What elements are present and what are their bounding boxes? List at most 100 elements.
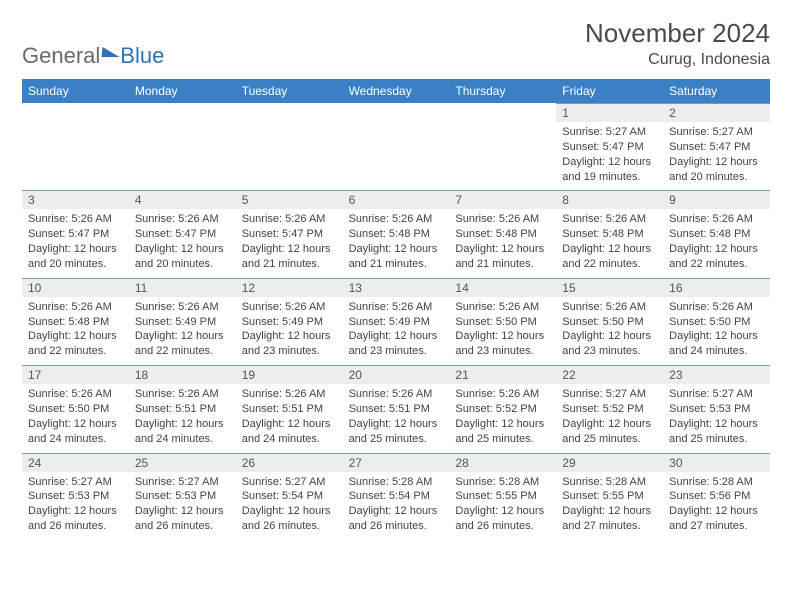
sunrise-text: Sunrise: 5:26 AM [242, 300, 337, 315]
day-number: 17 [22, 366, 129, 384]
day-detail: Sunrise: 5:27 AMSunset: 5:47 PMDaylight:… [663, 122, 770, 190]
sunrise-text: Sunrise: 5:28 AM [562, 475, 657, 490]
sunset-text: Sunset: 5:53 PM [135, 489, 230, 504]
day-cell: 3Sunrise: 5:26 AMSunset: 5:47 PMDaylight… [22, 190, 129, 277]
day-detail: Sunrise: 5:26 AMSunset: 5:48 PMDaylight:… [449, 209, 556, 277]
day-number: 14 [449, 279, 556, 297]
weekday-header: SundayMondayTuesdayWednesdayThursdayFrid… [22, 79, 770, 103]
sunset-text: Sunset: 5:52 PM [455, 402, 550, 417]
day-cell: 8Sunrise: 5:26 AMSunset: 5:48 PMDaylight… [556, 190, 663, 277]
daylight-text: Daylight: 12 hours and 22 minutes. [669, 242, 764, 272]
day-detail: Sunrise: 5:26 AMSunset: 5:47 PMDaylight:… [129, 209, 236, 277]
day-detail: Sunrise: 5:27 AMSunset: 5:53 PMDaylight:… [663, 384, 770, 452]
weekday-label: Sunday [22, 79, 129, 103]
day-detail: Sunrise: 5:28 AMSunset: 5:56 PMDaylight:… [663, 472, 770, 540]
day-cell: 11Sunrise: 5:26 AMSunset: 5:49 PMDayligh… [129, 278, 236, 365]
empty-cell [449, 103, 556, 190]
sunset-text: Sunset: 5:47 PM [135, 227, 230, 242]
daylight-text: Daylight: 12 hours and 24 minutes. [135, 417, 230, 447]
daylight-text: Daylight: 12 hours and 21 minutes. [455, 242, 550, 272]
sunrise-text: Sunrise: 5:28 AM [349, 475, 444, 490]
calendar-page: General Blue November 2024 Curug, Indone… [0, 0, 792, 550]
day-cell: 19Sunrise: 5:26 AMSunset: 5:51 PMDayligh… [236, 365, 343, 452]
sunrise-text: Sunrise: 5:26 AM [562, 212, 657, 227]
day-detail: Sunrise: 5:28 AMSunset: 5:54 PMDaylight:… [343, 472, 450, 540]
day-number: 5 [236, 191, 343, 209]
day-cell: 16Sunrise: 5:26 AMSunset: 5:50 PMDayligh… [663, 278, 770, 365]
sunrise-text: Sunrise: 5:27 AM [669, 387, 764, 402]
sunset-text: Sunset: 5:54 PM [349, 489, 444, 504]
day-detail: Sunrise: 5:26 AMSunset: 5:50 PMDaylight:… [449, 297, 556, 365]
day-detail: Sunrise: 5:26 AMSunset: 5:50 PMDaylight:… [22, 384, 129, 452]
day-cell: 12Sunrise: 5:26 AMSunset: 5:49 PMDayligh… [236, 278, 343, 365]
day-cell: 13Sunrise: 5:26 AMSunset: 5:49 PMDayligh… [343, 278, 450, 365]
sunset-text: Sunset: 5:48 PM [562, 227, 657, 242]
day-number: 1 [556, 104, 663, 122]
sunset-text: Sunset: 5:50 PM [28, 402, 123, 417]
weekday-label: Thursday [449, 79, 556, 103]
sunrise-text: Sunrise: 5:26 AM [349, 387, 444, 402]
sunset-text: Sunset: 5:50 PM [669, 315, 764, 330]
day-detail: Sunrise: 5:26 AMSunset: 5:50 PMDaylight:… [663, 297, 770, 365]
sunrise-text: Sunrise: 5:27 AM [28, 475, 123, 490]
weekday-label: Monday [129, 79, 236, 103]
sunset-text: Sunset: 5:49 PM [349, 315, 444, 330]
sunrise-text: Sunrise: 5:26 AM [455, 387, 550, 402]
day-cell: 25Sunrise: 5:27 AMSunset: 5:53 PMDayligh… [129, 453, 236, 540]
day-number: 10 [22, 279, 129, 297]
daylight-text: Daylight: 12 hours and 20 minutes. [669, 155, 764, 185]
logo-triangle-icon [102, 47, 121, 57]
day-detail: Sunrise: 5:26 AMSunset: 5:47 PMDaylight:… [236, 209, 343, 277]
sunset-text: Sunset: 5:53 PM [28, 489, 123, 504]
day-cell: 22Sunrise: 5:27 AMSunset: 5:52 PMDayligh… [556, 365, 663, 452]
daylight-text: Daylight: 12 hours and 26 minutes. [242, 504, 337, 534]
sunset-text: Sunset: 5:47 PM [562, 140, 657, 155]
sunset-text: Sunset: 5:48 PM [28, 315, 123, 330]
daylight-text: Daylight: 12 hours and 22 minutes. [28, 329, 123, 359]
sunset-text: Sunset: 5:51 PM [242, 402, 337, 417]
daylight-text: Daylight: 12 hours and 26 minutes. [455, 504, 550, 534]
calendar-grid: 1Sunrise: 5:27 AMSunset: 5:47 PMDaylight… [22, 103, 770, 540]
daylight-text: Daylight: 12 hours and 24 minutes. [28, 417, 123, 447]
daylight-text: Daylight: 12 hours and 24 minutes. [669, 329, 764, 359]
location: Curug, Indonesia [585, 51, 770, 69]
day-number: 21 [449, 366, 556, 384]
daylight-text: Daylight: 12 hours and 23 minutes. [349, 329, 444, 359]
weekday-label: Wednesday [343, 79, 450, 103]
day-detail: Sunrise: 5:28 AMSunset: 5:55 PMDaylight:… [449, 472, 556, 540]
day-cell: 7Sunrise: 5:26 AMSunset: 5:48 PMDaylight… [449, 190, 556, 277]
empty-cell [129, 103, 236, 190]
sunset-text: Sunset: 5:50 PM [455, 315, 550, 330]
day-detail: Sunrise: 5:27 AMSunset: 5:53 PMDaylight:… [129, 472, 236, 540]
daylight-text: Daylight: 12 hours and 26 minutes. [349, 504, 444, 534]
sunset-text: Sunset: 5:51 PM [135, 402, 230, 417]
day-number: 8 [556, 191, 663, 209]
daylight-text: Daylight: 12 hours and 25 minutes. [349, 417, 444, 447]
day-number: 28 [449, 454, 556, 472]
day-number: 20 [343, 366, 450, 384]
day-detail: Sunrise: 5:26 AMSunset: 5:49 PMDaylight:… [236, 297, 343, 365]
sunrise-text: Sunrise: 5:27 AM [669, 125, 764, 140]
day-number: 4 [129, 191, 236, 209]
daylight-text: Daylight: 12 hours and 27 minutes. [562, 504, 657, 534]
sunrise-text: Sunrise: 5:26 AM [242, 387, 337, 402]
daylight-text: Daylight: 12 hours and 23 minutes. [562, 329, 657, 359]
day-cell: 20 Sunrise: 5:26 AMSunset: 5:51 PMDayligh… [343, 365, 450, 452]
sunset-text: Sunset: 5:55 PM [562, 489, 657, 504]
sunset-text: Sunset: 5:56 PM [669, 489, 764, 504]
daylight-text: Daylight: 12 hours and 20 minutes. [135, 242, 230, 272]
day-number: 11 [129, 279, 236, 297]
day-number: 30 [663, 454, 770, 472]
day-detail: Sunrise: 5:27 AMSunset: 5:47 PMDaylight:… [556, 122, 663, 190]
daylight-text: Daylight: 12 hours and 22 minutes. [135, 329, 230, 359]
calendar: SundayMondayTuesdayWednesdayThursdayFrid… [22, 79, 770, 540]
sunset-text: Sunset: 5:51 PM [349, 402, 444, 417]
day-number: 24 [22, 454, 129, 472]
header: General Blue November 2024 Curug, Indone… [22, 18, 770, 69]
sunset-text: Sunset: 5:47 PM [669, 140, 764, 155]
logo-text-2: Blue [120, 43, 164, 69]
day-number: 15 [556, 279, 663, 297]
sunset-text: Sunset: 5:48 PM [669, 227, 764, 242]
sunset-text: Sunset: 5:48 PM [455, 227, 550, 242]
day-detail: Sunrise: 5:26 AMSunset: 5:49 PMDaylight:… [129, 297, 236, 365]
